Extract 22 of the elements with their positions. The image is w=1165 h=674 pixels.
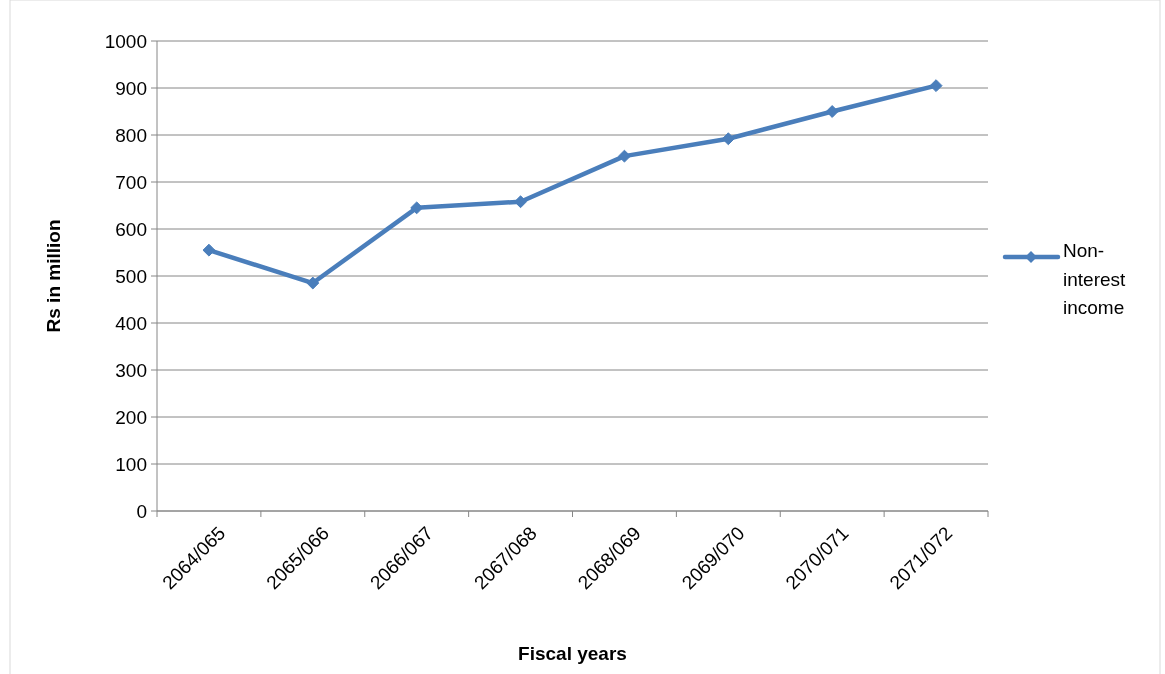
y-tick-label: 200: [115, 406, 147, 428]
point: [306, 276, 320, 290]
y-tick-label: 300: [115, 359, 147, 381]
y-tick-label: 100: [115, 453, 147, 475]
y-axis-title: Rs in million: [43, 219, 64, 333]
y-tick-label: 800: [115, 124, 147, 146]
point: [618, 149, 631, 163]
y-tick-label: 0: [136, 500, 147, 522]
point: [514, 195, 527, 209]
point: [929, 79, 943, 93]
y-tick-label: 600: [115, 218, 147, 240]
point: [825, 105, 839, 118]
y-tick-label: 400: [115, 312, 147, 334]
y-tick-label: 700: [115, 171, 147, 193]
y-tick-label: 900: [115, 77, 147, 99]
legend-label: Non-interest income: [1063, 240, 1127, 318]
point: [721, 132, 735, 146]
y-tick-label: 500: [115, 265, 147, 287]
point: [202, 243, 216, 257]
point: [410, 201, 424, 215]
y-tick-label: 1000: [104, 30, 147, 52]
x-axis-title: Fiscal years: [518, 643, 627, 664]
